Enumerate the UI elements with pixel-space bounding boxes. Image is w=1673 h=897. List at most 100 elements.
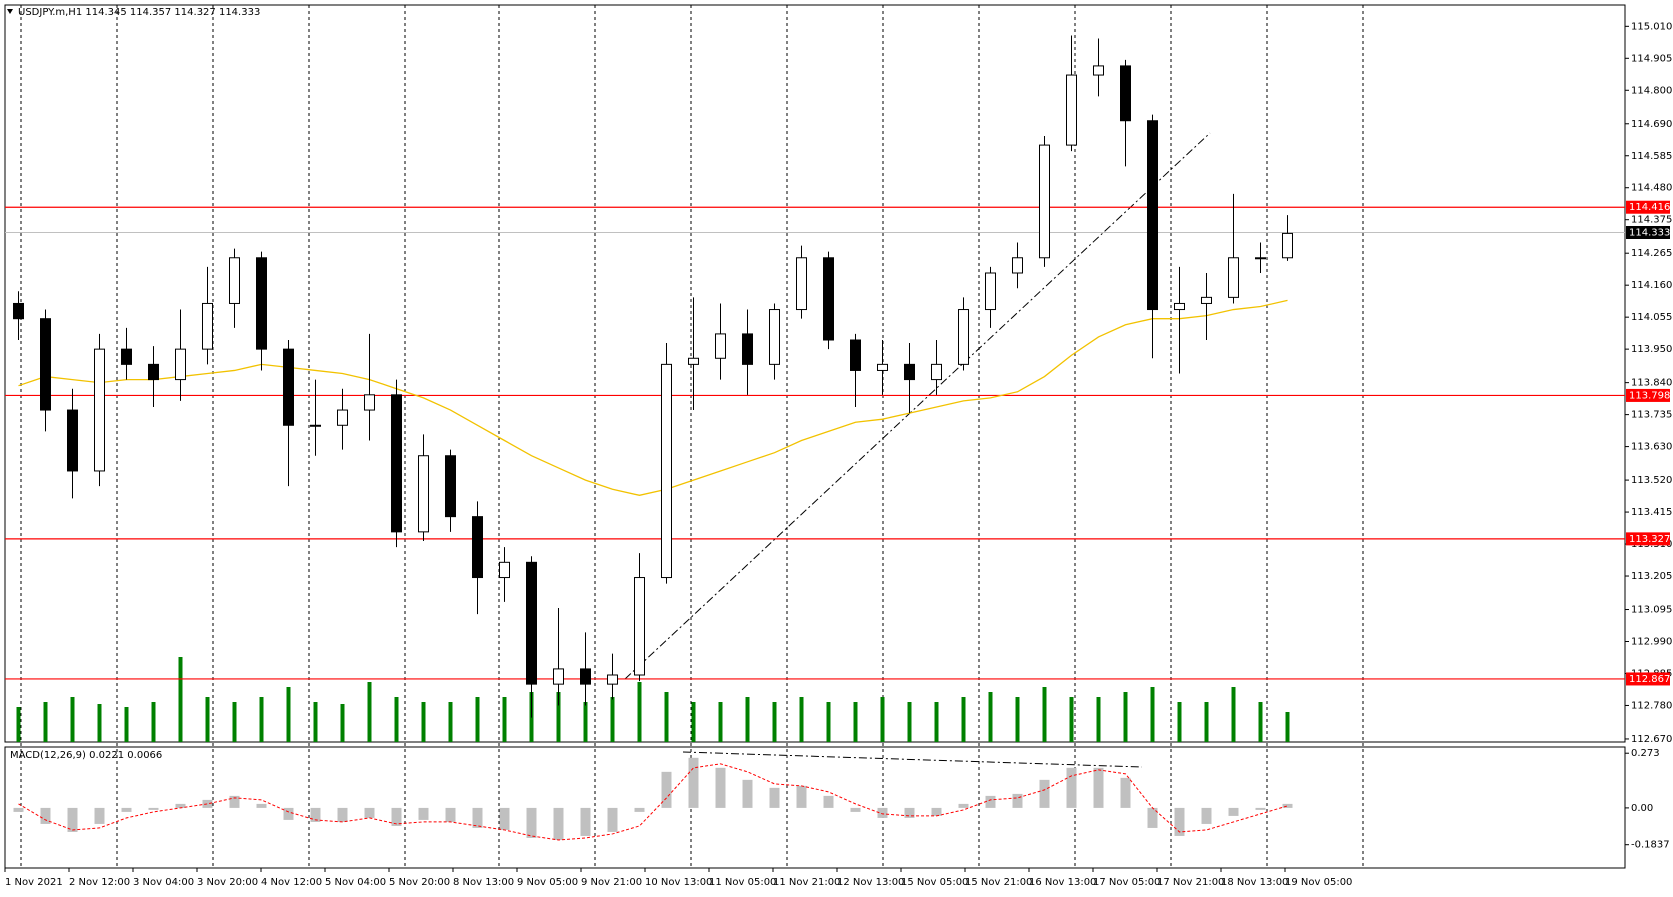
volume-bar [475, 697, 480, 742]
candle-body [607, 674, 618, 685]
macd-bar [1093, 767, 1104, 808]
y-tick-label: 114.800 [1631, 85, 1672, 96]
level-label: 112.867 [1629, 674, 1670, 685]
volume-bar [178, 657, 183, 742]
x-tick-label: 1 Nov 2021 [5, 877, 63, 888]
x-tick-label: 11 Nov 05:00 [709, 877, 776, 888]
x-tick-label: 18 Nov 13:00 [1221, 877, 1288, 888]
candle-body [985, 272, 996, 311]
macd-bar [931, 807, 942, 816]
candle-body [1093, 65, 1104, 76]
y-tick-label: 114.480 [1631, 183, 1672, 194]
candle-body [364, 394, 375, 411]
y-tick-label: 114.160 [1631, 280, 1672, 291]
macd-bar [1174, 807, 1185, 836]
y-tick-label: 115.010 [1631, 21, 1672, 32]
macd-bar [985, 795, 996, 808]
volume-bar [1042, 687, 1047, 742]
last-price-label: 114.333 [1629, 227, 1670, 238]
volume-bar [961, 697, 966, 742]
candle-body [121, 348, 132, 365]
candle-body [283, 348, 294, 426]
candle-body [850, 339, 861, 371]
candle-body [634, 577, 645, 676]
candle-body [1120, 65, 1131, 122]
volume-bar [124, 707, 129, 742]
candle-body [1066, 74, 1077, 146]
macd-bar [391, 807, 402, 826]
candle-body [688, 357, 699, 365]
volume-bar [340, 704, 345, 742]
volume-bar [367, 682, 372, 742]
volume-bar [1177, 702, 1182, 742]
volume-bar [1096, 697, 1101, 742]
macd-bar [1012, 793, 1023, 808]
candle-body [418, 455, 429, 533]
macd-bar [337, 807, 348, 822]
macd-bar [1120, 777, 1131, 808]
macd-bar [364, 807, 375, 818]
candle-body [580, 668, 591, 685]
volume-bar [745, 697, 750, 742]
volume-bar [583, 702, 588, 742]
macd-bar [121, 807, 132, 812]
volume-bar [502, 697, 507, 742]
candle-body [13, 302, 24, 320]
candle-body [337, 409, 348, 426]
trendline[interactable] [624, 132, 1211, 680]
x-tick-label: 19 Nov 05:00 [1285, 877, 1352, 888]
volume-bar [70, 697, 75, 742]
volume-bar [232, 702, 237, 742]
candle-body [445, 455, 456, 518]
symbol-menu-icon[interactable] [7, 9, 13, 14]
macd-bar [94, 807, 105, 824]
y-tick-label: 113.415 [1631, 507, 1672, 518]
candle-body [796, 257, 807, 311]
volume-bar [286, 687, 291, 742]
macd-bar [769, 787, 780, 808]
x-tick-label: 8 Nov 13:00 [453, 877, 514, 888]
candle-body [715, 333, 726, 359]
macd-bar [472, 807, 483, 828]
macd-bar [229, 795, 240, 808]
x-tick-label: 10 Nov 13:00 [645, 877, 712, 888]
volume-bar [394, 697, 399, 742]
candle-body [1039, 144, 1050, 259]
candle-body [742, 333, 753, 365]
volume-bar [556, 692, 561, 742]
candle-body [958, 309, 969, 365]
macd-trendline[interactable] [682, 751, 1143, 768]
macd-bar [283, 807, 294, 820]
candle-body [202, 302, 213, 350]
volume-bar [259, 697, 264, 742]
y-tick-label: 113.095 [1631, 605, 1672, 616]
macd-bar [526, 807, 537, 838]
macd-bar [1282, 803, 1293, 808]
volume-bar [16, 707, 21, 742]
volume-bar [151, 702, 156, 742]
x-tick-label: 5 Nov 20:00 [389, 877, 450, 888]
level-label-box [1626, 672, 1670, 686]
x-tick-label: 4 Nov 12:00 [261, 877, 322, 888]
macd-bar [553, 807, 564, 840]
y-tick-label: 114.905 [1631, 53, 1672, 64]
candle-body [1228, 257, 1239, 298]
y-tick-label: 113.840 [1631, 378, 1672, 389]
macd-bar [715, 767, 726, 808]
level-label: 113.327 [1629, 534, 1670, 545]
chart-layer: 115.010 114.905 114.800 114.690 114.585 114.4… [4, 21, 1672, 888]
volume-bar [1123, 692, 1128, 742]
macd-bar [1066, 767, 1077, 808]
macd-bar [418, 807, 429, 820]
candle-body [1012, 257, 1023, 274]
volume-bar [934, 702, 939, 742]
candle-body [1147, 120, 1158, 311]
y-tick-label: 114.585 [1631, 151, 1672, 162]
level-label-box [1626, 200, 1670, 214]
volume-bar [1285, 712, 1290, 742]
macd-bar [445, 807, 456, 822]
volume-bar [664, 692, 669, 742]
macd-bar [958, 803, 969, 808]
candle-body [904, 363, 915, 381]
